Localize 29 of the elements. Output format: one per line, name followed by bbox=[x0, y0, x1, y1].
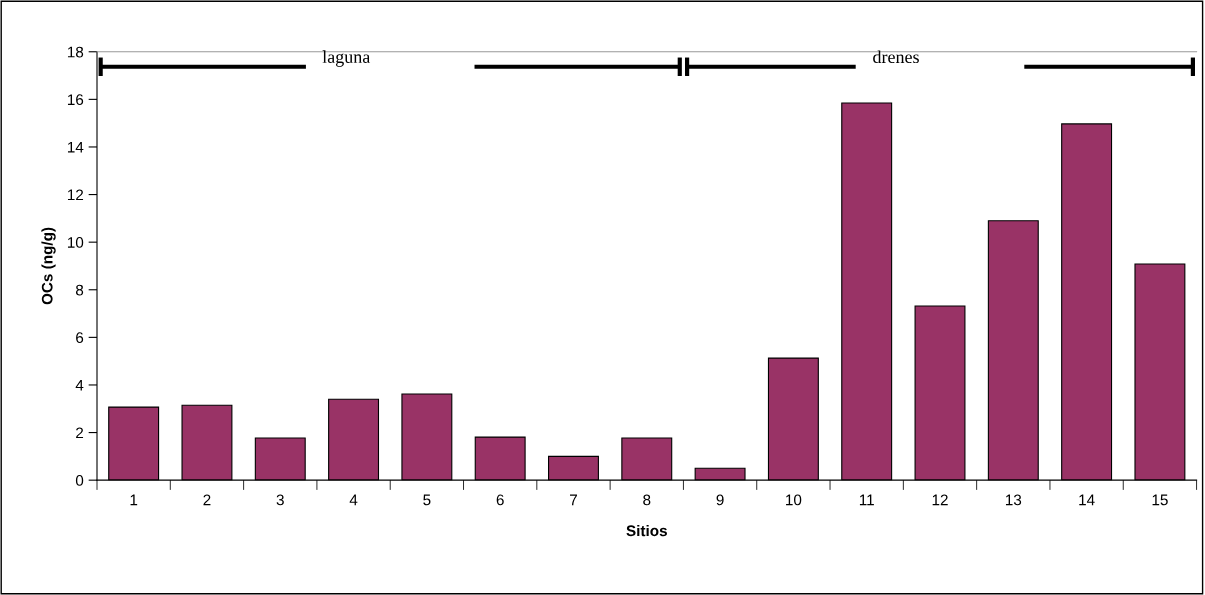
y-tick-label: 4 bbox=[75, 379, 84, 391]
x-tick-label: 3 bbox=[276, 494, 284, 506]
x-tick-label: 9 bbox=[716, 494, 724, 506]
x-tick-label: 15 bbox=[1152, 494, 1168, 506]
y-tick-label: 14 bbox=[67, 141, 84, 153]
y-tick-label: 16 bbox=[67, 94, 84, 106]
x-tick-label: 11 bbox=[859, 494, 874, 506]
x-tick-label: 12 bbox=[932, 494, 948, 506]
annotation: drenes bbox=[873, 50, 919, 64]
x-tick-label: 4 bbox=[349, 494, 358, 506]
x-tick-label: 5 bbox=[423, 494, 431, 506]
y-tick-label: 18 bbox=[67, 46, 84, 58]
y-tick-label: 0 bbox=[75, 475, 84, 486]
annotation: laguna bbox=[322, 50, 371, 67]
y-axis-title: OCs (ng/g) bbox=[41, 227, 56, 305]
x-tick-label: 14 bbox=[1079, 494, 1095, 506]
y-tick-label: 6 bbox=[76, 332, 84, 344]
y-tick-label: 8 bbox=[75, 284, 84, 296]
x-tick-label: 6 bbox=[496, 494, 504, 506]
x-tick-label: 7 bbox=[570, 494, 577, 506]
x-tick-label: 2 bbox=[203, 494, 211, 506]
x-tick-label: 13 bbox=[1005, 494, 1022, 506]
x-tick-label: 1 bbox=[130, 494, 138, 506]
y-tick-label: 2 bbox=[76, 427, 84, 439]
x-axis-title: Sitios bbox=[626, 524, 667, 537]
x-tick-label: 8 bbox=[643, 494, 651, 506]
y-tick-label: 10 bbox=[67, 237, 84, 248]
x-tick-label: 10 bbox=[786, 494, 802, 506]
y-tick-label: 12 bbox=[67, 189, 84, 201]
